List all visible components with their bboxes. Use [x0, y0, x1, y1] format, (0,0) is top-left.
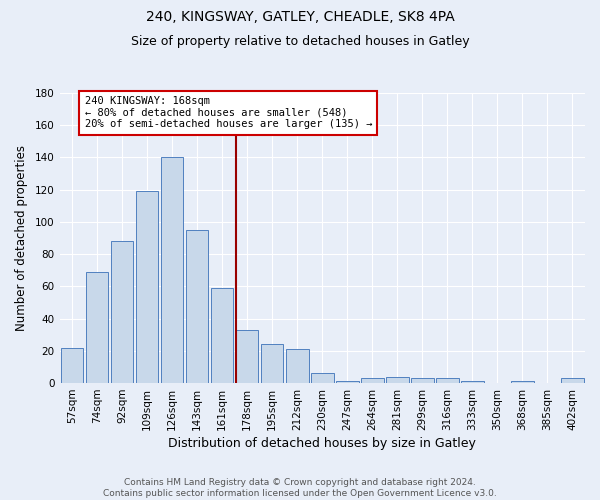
Bar [136, 192, 158, 383]
X-axis label: Distribution of detached houses by size in Gatley: Distribution of detached houses by size … [169, 437, 476, 450]
Bar [286, 349, 308, 383]
Bar [461, 382, 484, 383]
Bar [311, 374, 334, 383]
Bar [386, 376, 409, 383]
Bar [86, 272, 109, 383]
Text: 240, KINGSWAY, GATLEY, CHEADLE, SK8 4PA: 240, KINGSWAY, GATLEY, CHEADLE, SK8 4PA [146, 10, 454, 24]
Bar [211, 288, 233, 383]
Bar [186, 230, 208, 383]
Text: Size of property relative to detached houses in Gatley: Size of property relative to detached ho… [131, 35, 469, 48]
Bar [161, 158, 184, 383]
Bar [561, 378, 584, 383]
Bar [361, 378, 383, 383]
Text: Contains HM Land Registry data © Crown copyright and database right 2024.
Contai: Contains HM Land Registry data © Crown c… [103, 478, 497, 498]
Bar [236, 330, 259, 383]
Bar [111, 242, 133, 383]
Bar [261, 344, 283, 383]
Bar [61, 348, 83, 383]
Bar [336, 382, 359, 383]
Bar [511, 382, 534, 383]
Bar [411, 378, 434, 383]
Text: 240 KINGSWAY: 168sqm
← 80% of detached houses are smaller (548)
20% of semi-deta: 240 KINGSWAY: 168sqm ← 80% of detached h… [85, 96, 372, 130]
Bar [436, 378, 458, 383]
Y-axis label: Number of detached properties: Number of detached properties [15, 145, 28, 331]
